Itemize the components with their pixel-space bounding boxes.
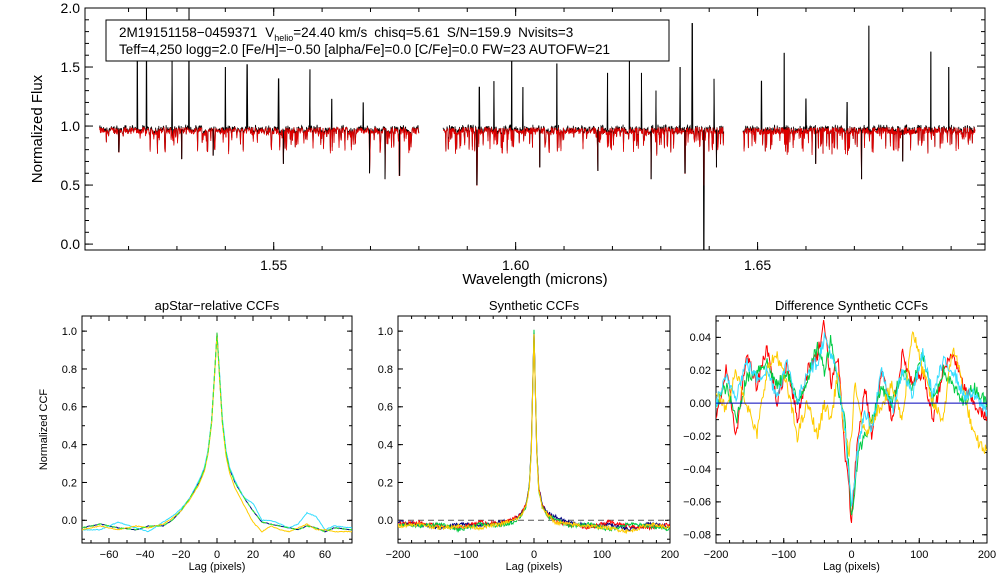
model-spectrum-line	[742, 126, 976, 180]
vhelio-value: =24.40 km/s	[293, 25, 367, 40]
y-tick-label: 0.8	[378, 364, 393, 376]
y-tick-label: 0.2	[378, 477, 393, 489]
spectrum-panel: 1.55 1.60 1.65 0.0 0.5 1.0 1.5 2.0 Wavelength (m…	[29, 0, 986, 288]
annotation-frame	[105, 19, 670, 62]
x-tick-label: −60	[100, 549, 119, 561]
synthetic-ccf-panel: −200 −100 0 100 200 0.0 0.2 0.4 0.6 0.8 1.0 Synthet…	[378, 298, 679, 573]
series-line-combined	[82, 332, 352, 533]
y-tick-label: 2.0	[61, 0, 81, 16]
x-axis-label: Wavelength (microns)	[462, 271, 607, 288]
y-tick-label: 0.6	[378, 402, 393, 414]
y-tick-label: 0.02	[690, 365, 711, 377]
x-tick-label: 200	[978, 549, 996, 561]
y-tick-label: 0.0	[61, 236, 81, 252]
series-line-visit-3	[398, 334, 670, 535]
snr-value: S/N=159.9	[447, 25, 511, 40]
x-tick-label: −100	[771, 549, 796, 561]
y-tick-label: 0.2	[62, 477, 77, 489]
y-tick-label: −0.04	[683, 464, 711, 476]
series-line-visit-4	[716, 332, 987, 507]
difference-ccf-panel: −200 −100 0 100 200 0.04 0.02 0.00 −0.02 −0.04 −0.…	[683, 298, 996, 573]
x-tick-label: 1.65	[744, 257, 771, 273]
y-tick-label: 1.0	[61, 118, 81, 134]
x-tick-label: 0	[848, 549, 854, 561]
y-tick-label: 0.5	[61, 177, 81, 193]
model-spectrum-line	[99, 126, 420, 180]
nvisits-value: Nvisits=3	[518, 25, 573, 40]
x-tick-label: −100	[454, 549, 479, 561]
y-tick-label: −0.02	[683, 431, 711, 443]
panel-title: apStar−relative CCFs	[155, 298, 280, 313]
panel-title: Difference Synthetic CCFs	[775, 298, 928, 313]
y-tick-label: 0.4	[62, 439, 77, 451]
series-line-visit-3	[82, 332, 352, 533]
x-tick-label: 20	[247, 549, 259, 561]
star-id: 2M19151158−0459371	[119, 25, 257, 40]
model-spectrum-line	[443, 125, 725, 186]
series-line-visit-2	[398, 329, 670, 533]
y-axis-label: Normalized CCF	[38, 389, 50, 471]
y-tick-label: 1.0	[378, 326, 393, 338]
y-tick-label: 0.04	[690, 332, 711, 344]
y-axis-label: Normalized Flux	[29, 74, 46, 183]
x-tick-label: −40	[136, 549, 155, 561]
series-line-visit-2	[716, 335, 987, 516]
annotation-line-2: Teff=4,250 logg=2.0 [Fe/H]=−0.50 [alpha/…	[119, 42, 610, 57]
x-tick-label: 60	[319, 549, 331, 561]
y-tick-label: 1.0	[62, 326, 77, 338]
chisq-value: chisq=5.61	[374, 25, 440, 40]
x-tick-label: −200	[386, 549, 411, 561]
x-axis-label: Lag (pixels)	[506, 561, 563, 573]
x-tick-label: 200	[661, 549, 679, 561]
y-tick-label: 0.6	[62, 402, 77, 414]
series-line-visit-2	[82, 334, 352, 533]
x-tick-label: 0	[531, 549, 537, 561]
series-line-visit-1	[398, 332, 670, 531]
y-tick-label: 0.8	[62, 364, 77, 376]
x-tick-label: 100	[593, 549, 611, 561]
y-tick-label: 0.0	[378, 515, 393, 527]
x-tick-label: −200	[704, 549, 729, 561]
x-tick-label: 1.55	[260, 257, 287, 273]
vhelio-subscript: helio	[274, 33, 293, 43]
annotation-line-1: 2M19151158−0459371 Vhelio=24.40 km/s chisq…	[119, 25, 573, 43]
series-line-combined	[398, 332, 670, 532]
apstar-ccf-panel: −60 −40 −20 0 20 40 60 0.0 0.2 0.4 0.6 0.8 1.0 apStar…	[38, 298, 353, 573]
y-tick-label: 0.00	[690, 398, 711, 410]
x-tick-label: −20	[172, 549, 191, 561]
x-tick-label: 40	[283, 549, 295, 561]
x-axis-label: Lag (pixels)	[189, 561, 246, 573]
x-tick-label: 0	[214, 549, 220, 561]
x-tick-label: 100	[910, 549, 928, 561]
y-tick-label: 0.0	[62, 515, 77, 527]
plot-frame	[81, 315, 353, 544]
series-line-visit-1	[716, 319, 987, 523]
observed-spectrum-line	[742, 25, 976, 180]
series-line-visit-1	[82, 335, 352, 533]
plot-frame	[84, 7, 986, 251]
y-tick-label: −0.08	[683, 530, 711, 542]
annotation-box: 2M19151158−0459371 Vhelio=24.40 km/s chisq…	[105, 19, 670, 62]
panel-title: Synthetic CCFs	[489, 298, 580, 313]
vhelio-label: V	[265, 25, 274, 40]
series-line-visit-3	[716, 331, 987, 457]
y-tick-label: −0.06	[683, 497, 711, 509]
x-axis-label: Lag (pixels)	[823, 561, 880, 573]
y-tick-label: 0.4	[378, 439, 393, 451]
x-tick-label: 1.60	[502, 257, 529, 273]
y-tick-label: 1.5	[61, 59, 81, 75]
